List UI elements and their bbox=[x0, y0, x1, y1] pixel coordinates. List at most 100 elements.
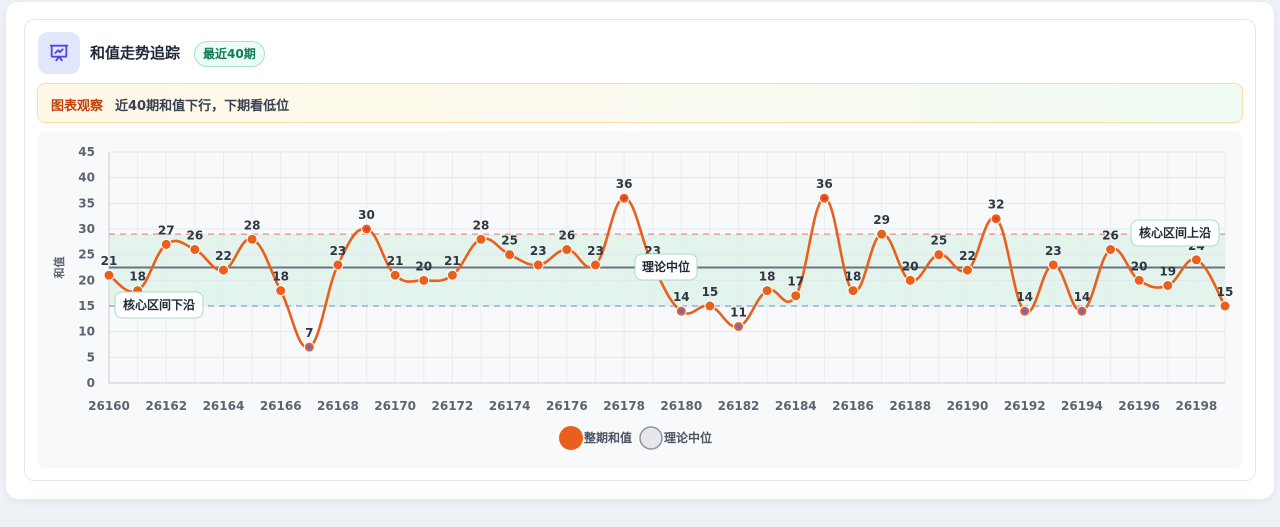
data-label: 27 bbox=[158, 223, 175, 237]
x-tick-label: 26184 bbox=[775, 399, 817, 413]
data-point-core bbox=[1079, 308, 1085, 314]
data-label: 36 bbox=[616, 177, 633, 191]
data-label: 28 bbox=[473, 218, 490, 232]
data-label: 14 bbox=[673, 290, 690, 304]
data-point bbox=[790, 290, 802, 302]
data-label: 20 bbox=[902, 259, 919, 273]
data-point-core bbox=[621, 195, 627, 201]
data-point bbox=[160, 238, 172, 250]
data-label: 20 bbox=[415, 259, 432, 273]
x-tick-label: 26174 bbox=[489, 399, 531, 413]
x-tick-label: 26198 bbox=[1176, 399, 1218, 413]
lower-bound-tag: 核心区间下沿 bbox=[123, 297, 195, 312]
data-label: 15 bbox=[702, 285, 719, 299]
data-label: 29 bbox=[873, 213, 890, 227]
x-tick-label: 26180 bbox=[660, 399, 702, 413]
y-tick-label: 35 bbox=[78, 196, 95, 210]
data-point bbox=[189, 244, 201, 256]
data-point bbox=[418, 274, 430, 286]
x-tick-label: 26190 bbox=[947, 399, 989, 413]
median-tag: 理论中位 bbox=[642, 259, 690, 274]
data-label: 18 bbox=[272, 270, 289, 284]
data-point bbox=[561, 244, 573, 256]
data-point bbox=[1105, 244, 1117, 256]
x-tick-label: 26182 bbox=[718, 399, 760, 413]
data-label: 36 bbox=[816, 177, 833, 191]
data-label: 11 bbox=[730, 306, 747, 320]
x-tick-label: 26170 bbox=[374, 399, 416, 413]
data-label: 28 bbox=[244, 218, 261, 232]
data-label: 21 bbox=[444, 254, 461, 268]
data-point bbox=[847, 285, 859, 297]
y-tick-label: 5 bbox=[87, 350, 95, 364]
data-point bbox=[246, 233, 258, 245]
x-tick-label: 26196 bbox=[1118, 399, 1160, 413]
y-tick-label: 45 bbox=[78, 145, 95, 159]
y-tick-label: 10 bbox=[78, 325, 95, 339]
y-tick-label: 20 bbox=[78, 273, 95, 287]
data-point bbox=[275, 285, 287, 297]
data-label: 14 bbox=[1074, 290, 1091, 304]
data-label: 26 bbox=[558, 229, 575, 243]
upper-bound-tag-box bbox=[1130, 219, 1220, 247]
data-point bbox=[904, 274, 916, 286]
observation-text: 近40期和值下行，下期看低位 bbox=[115, 99, 290, 114]
x-tick-label: 26164 bbox=[203, 399, 245, 413]
data-point bbox=[532, 259, 544, 271]
data-label: 20 bbox=[1131, 259, 1148, 273]
x-tick-label: 26188 bbox=[889, 399, 931, 413]
observation-banner: 图表观察 近40期和值下行，下期看低位 bbox=[37, 83, 1243, 123]
data-label: 25 bbox=[501, 234, 518, 248]
data-point bbox=[704, 300, 716, 312]
data-point bbox=[332, 259, 344, 271]
data-label: 18 bbox=[845, 270, 862, 284]
x-tick-label: 26192 bbox=[1004, 399, 1046, 413]
legend-label-median: 理论中位 bbox=[664, 430, 712, 445]
data-label: 19 bbox=[1159, 264, 1176, 278]
data-point bbox=[1219, 300, 1231, 312]
data-point bbox=[217, 264, 229, 276]
data-point bbox=[103, 269, 115, 281]
data-point bbox=[933, 249, 945, 261]
data-point-core bbox=[306, 344, 312, 350]
data-label: 14 bbox=[1016, 290, 1033, 304]
data-point bbox=[961, 264, 973, 276]
data-label: 15 bbox=[1217, 285, 1234, 299]
x-tick-label: 26172 bbox=[432, 399, 474, 413]
x-tick-label: 26194 bbox=[1061, 399, 1103, 413]
y-tick-label: 15 bbox=[78, 299, 95, 313]
data-point bbox=[504, 249, 516, 261]
data-point bbox=[1133, 274, 1145, 286]
y-axis-title: 和值 bbox=[52, 257, 66, 279]
data-point bbox=[761, 285, 773, 297]
data-point bbox=[446, 269, 458, 281]
x-tick-label: 26176 bbox=[546, 399, 588, 413]
legend-label-series: 整期和值 bbox=[583, 430, 632, 445]
y-tick-label: 30 bbox=[78, 222, 95, 236]
data-label: 23 bbox=[1045, 244, 1062, 258]
lower-bound-tag-box bbox=[114, 291, 204, 319]
data-point-core bbox=[1022, 308, 1028, 314]
period-badge: 最近40期 bbox=[194, 41, 265, 67]
data-point bbox=[1190, 254, 1202, 266]
data-point bbox=[389, 269, 401, 281]
data-label: 25 bbox=[930, 234, 947, 248]
data-label: 30 bbox=[358, 208, 375, 222]
data-label: 32 bbox=[988, 198, 1005, 212]
data-point-core bbox=[736, 324, 741, 329]
data-point bbox=[589, 259, 601, 271]
data-label: 21 bbox=[101, 254, 118, 268]
data-label: 26 bbox=[186, 229, 203, 243]
x-tick-label: 26160 bbox=[88, 399, 130, 413]
x-tick-label: 26186 bbox=[832, 399, 874, 413]
data-label: 18 bbox=[759, 270, 776, 284]
page-title: 和值走势追踪 bbox=[90, 44, 181, 62]
data-label: 23 bbox=[587, 244, 604, 258]
data-point-core bbox=[821, 195, 827, 201]
data-label: 22 bbox=[215, 249, 232, 263]
data-label: 22 bbox=[959, 249, 976, 263]
x-tick-label: 26178 bbox=[603, 399, 645, 413]
y-tick-label: 0 bbox=[87, 376, 95, 390]
data-point-core bbox=[364, 226, 369, 232]
